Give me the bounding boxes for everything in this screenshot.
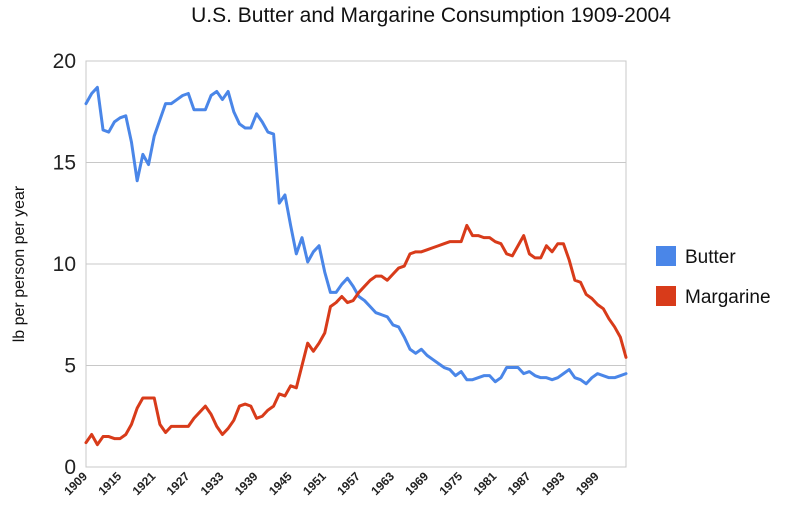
legend: Butter Margarine [656, 246, 771, 308]
x-tick-label: 1969 [402, 469, 431, 498]
x-tick-label: 1939 [232, 469, 261, 498]
x-tick-label: 1993 [539, 469, 568, 498]
chart-title: U.S. Butter and Margarine Consumption 19… [191, 4, 671, 27]
y-tick-label: 0 [64, 456, 76, 479]
y-tick-label: 5 [64, 355, 76, 378]
x-tick-label: 1921 [130, 469, 159, 498]
x-tick-label: 1927 [164, 469, 193, 498]
x-tick-label: 1999 [573, 469, 602, 498]
legend-label-butter: Butter [685, 247, 736, 268]
x-tick-label: 1957 [334, 469, 363, 498]
series-line-butter [84, 85, 628, 386]
x-tick-label: 1981 [471, 469, 500, 498]
y-tick-label: 15 [53, 152, 76, 175]
x-tick-label: 1987 [505, 469, 534, 498]
legend-swatch-butter [656, 246, 676, 266]
x-tick-label: 1933 [198, 469, 227, 498]
x-tick-label: 1975 [436, 469, 465, 498]
series-line-margarine [84, 223, 628, 447]
x-tick-label: 1951 [300, 469, 329, 498]
x-tick-label: 1915 [95, 469, 124, 498]
x-tick-label: 1963 [368, 469, 397, 498]
legend-swatch-margarine [656, 286, 676, 306]
legend-label-margarine: Margarine [685, 287, 771, 308]
x-tick-label: 1945 [266, 469, 295, 498]
y-tick-label: 10 [53, 253, 76, 276]
y-axis-label: lb per person per year [11, 185, 28, 342]
y-tick-label: 20 [53, 50, 76, 73]
